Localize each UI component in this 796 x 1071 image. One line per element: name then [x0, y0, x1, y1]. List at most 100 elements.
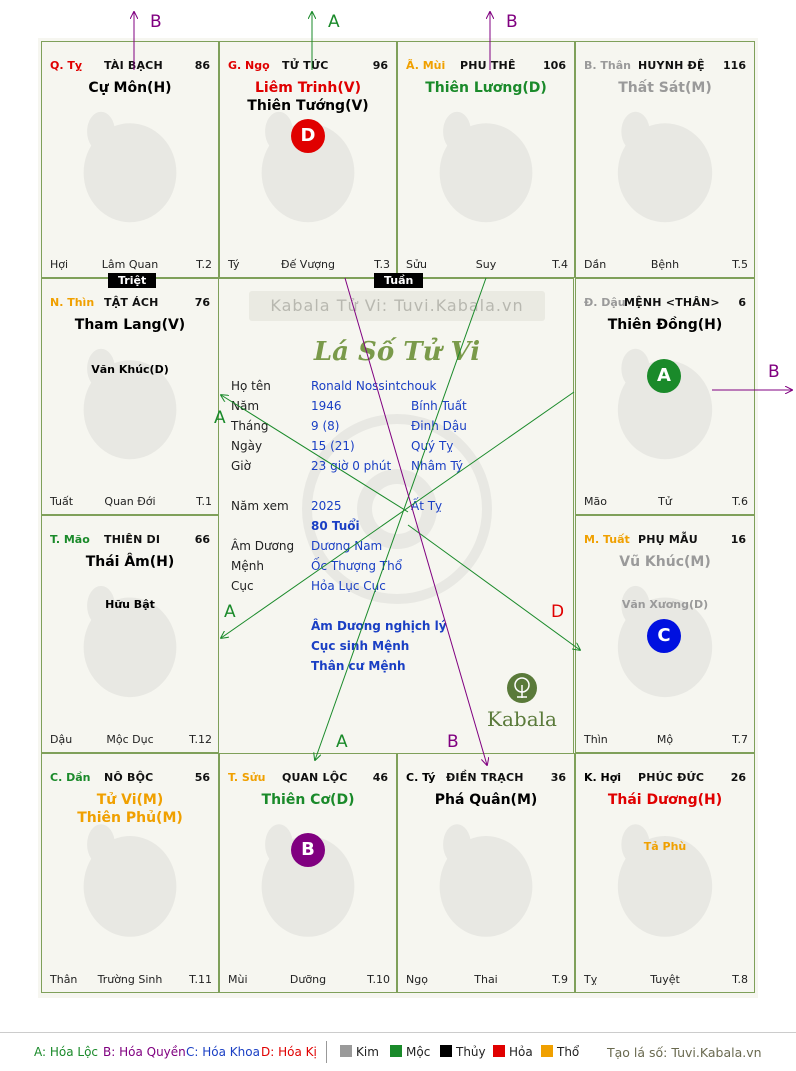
legend-divider: [326, 1041, 327, 1063]
palace-no-boc: C. Dần NÔ BỘC 56 Tử Vi(M) Thiên Phủ(M) Thân Tr…: [41, 753, 219, 993]
palace-branch: C. Tý: [406, 771, 436, 784]
palace-branch: T. Sửu: [228, 771, 266, 784]
zodiac-animal-watermark: [428, 82, 544, 247]
palace-bottom-right: T.2: [196, 258, 212, 271]
palace-phu-the: Ã. Mùi PHU THÊ 106 Thiên Lương(D) Sửu Suy T.4: [397, 41, 575, 278]
palace-bottom-center: Suy: [475, 258, 497, 271]
main-star: Thất Sát(M): [618, 80, 712, 96]
legend-c-text: C: Hóa Khoa: [186, 1045, 260, 1059]
palace-name: PHỤ MẪU: [638, 533, 698, 546]
palace-name: TỬ TỨC: [282, 59, 329, 72]
palace-bottom-left: Dậu: [50, 733, 73, 746]
palace-bottom-center: Bệnh: [650, 258, 680, 271]
palace-bottom-right: T.9: [552, 973, 568, 986]
palace-bottom-center: Thai: [474, 973, 498, 986]
main-star: Tham Lang(V): [74, 317, 186, 333]
zodiac-animal-watermark: [72, 82, 188, 247]
main-star: Thiên Đồng(H): [607, 317, 723, 333]
palace-bottom-left: Hợi: [50, 258, 69, 271]
palace-number: 76: [194, 296, 210, 309]
info-note-1: Âm Dương nghịch lý: [311, 619, 447, 633]
palace-bottom-right: T.4: [552, 258, 568, 271]
legend-bar: A: Hóa Lộc B: Hóa Quyền C: Hóa Khoa D: H…: [0, 1032, 796, 1071]
palace-branch: N. Thìn: [50, 296, 95, 309]
info-gio-label: Giờ: [231, 459, 251, 473]
palace-name: QUAN LỘC: [282, 771, 348, 784]
info-ngay-label: Ngày: [231, 439, 263, 453]
palace-bottom-right: T.1: [196, 495, 212, 508]
palace-branch: B. Thân: [584, 59, 631, 72]
legend-thuy: Thủy: [440, 1045, 486, 1059]
palace-branch: C. Dần: [50, 771, 91, 784]
palace-bottom-left: Tỵ: [584, 973, 598, 986]
palace-bottom-center: Đế Vượng: [281, 258, 335, 271]
palace-tat-ach: N. Thìn TẬT ÁCH 76 Tham Lang(V) Văn Khúc(D) T…: [41, 278, 219, 515]
palace-bottom-right: T.11: [189, 973, 212, 986]
palace-number: 86: [194, 59, 210, 72]
info-cuc: Hỏa Lục Cục: [311, 579, 386, 593]
main-star: Liêm Trinh(V): [255, 80, 361, 96]
palace-name: PHU THÊ: [460, 59, 516, 72]
palace-bottom-center: Quan Đới: [104, 495, 156, 508]
palace-bottom-right: T.10: [367, 973, 390, 986]
tho-swatch: [541, 1045, 553, 1057]
palace-branch: Q. Tỵ: [50, 59, 83, 72]
info-thang-can: Đinh Dậu: [411, 419, 467, 433]
palace-bottom-center: Trường Sinh: [97, 973, 163, 986]
zodiac-animal-watermark: [72, 556, 188, 722]
main-star: Thái Dương(H): [607, 792, 723, 808]
main-star: Thái Âm(H): [85, 554, 175, 570]
palace-name: HUYNH ĐỆ: [638, 59, 705, 72]
palace-bottom-left: Ngọ: [406, 973, 428, 986]
palace-bottom-right: T.3: [374, 258, 390, 271]
legend-b: B: Hóa Quyền: [103, 1045, 186, 1059]
minor-star: Hữu Bật: [105, 598, 155, 611]
legend-credit[interactable]: Tạo lá số: Tuvi.Kabala.vn: [607, 1045, 762, 1060]
info-ho-ten: Ronald Nossintchouk: [311, 379, 437, 393]
palace-name: TÀI BẠCH: [104, 59, 163, 72]
palace-number: 16: [730, 533, 746, 546]
legend-kim-text: Kim: [356, 1045, 379, 1059]
arrow-label-b4: B: [447, 732, 459, 752]
info-menh-label: Mệnh: [231, 559, 264, 573]
info-thang-label: Tháng: [231, 419, 269, 433]
info-namxem: 2025: [311, 499, 342, 513]
palace-branch: Ã. Mùi: [406, 59, 446, 72]
palace-name: NÔ BỘC: [104, 771, 154, 784]
palace-bottom-right: T.7: [732, 733, 748, 746]
palace-number: 106: [543, 59, 566, 72]
circle-a-dau: A: [647, 359, 681, 393]
tuan-tag: Tuần: [374, 273, 424, 288]
info-nam: 1946: [311, 399, 342, 413]
palace-bottom-right: T.12: [189, 733, 212, 746]
palace-bottom-left: Mão: [584, 495, 607, 508]
arrow-label-d1: D: [551, 602, 565, 622]
zodiac-animal-watermark: [428, 794, 544, 962]
palace-number: 36: [550, 771, 566, 784]
info-amduong: Dương Nam: [311, 539, 383, 553]
palace-bottom-center: Dưỡng: [289, 973, 327, 986]
zodiac-animal-watermark: [606, 82, 724, 247]
zodiac-animal-watermark: [72, 319, 188, 484]
palace-number: 66: [194, 533, 210, 546]
arrow-label-a3: A: [224, 602, 236, 622]
palace-number: 46: [372, 771, 388, 784]
info-ngay-can: Quý Tỵ: [411, 439, 454, 453]
legend-tho: Thổ: [541, 1045, 579, 1059]
info-namxem-label: Năm xem: [231, 499, 289, 513]
palace-bottom-left: Sửu: [406, 258, 427, 271]
palace-name: TẬT ÁCH: [104, 296, 159, 309]
legend-kim: Kim: [340, 1045, 379, 1059]
palace-bottom-left: Tuất: [50, 495, 74, 508]
circle-c-tuat: C: [647, 619, 681, 653]
palace-phuc-duc: K. Hợi PHÚC ĐỨC 26 Thái Dương(H) Tả Phù Tỵ Tuy…: [575, 753, 755, 993]
palace-bottom-right: T.8: [732, 973, 748, 986]
palace-branch: Đ. Dậu: [584, 296, 626, 309]
logo-text: Kabala: [487, 707, 557, 731]
info-thang: 9 (8): [311, 419, 340, 433]
palace-bottom-center: Tử: [658, 495, 672, 508]
palace-branch: K. Hợi: [584, 771, 622, 784]
info-cuc-label: Cục: [231, 579, 254, 593]
palace-bottom-center: Mộc Dục: [106, 733, 154, 746]
palace-number: 26: [730, 771, 746, 784]
